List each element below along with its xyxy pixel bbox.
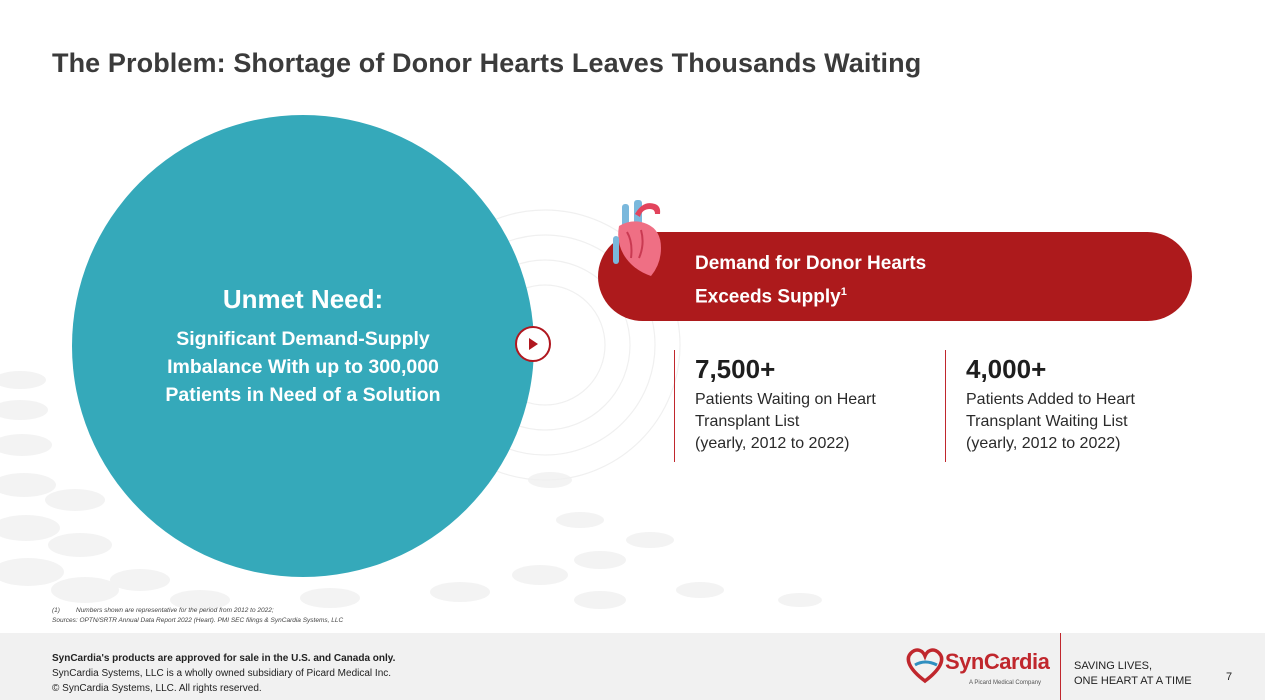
unmet-need-line-3: Patients in Need of a Solution [165,383,441,406]
syncardia-logo: SynCardia A Picard Medical Company [903,643,1053,693]
stat-waiting: 7,500+ Patients Waiting on Heart Transpl… [674,350,876,462]
unmet-need-heading: Unmet Need: [222,283,384,314]
approval-text: SynCardia's products are approved for sa… [52,653,396,664]
stat-waiting-line-3: (yearly, 2012 to 2022) [695,435,850,452]
logo-subtitle: A Picard Medical Company [969,680,1042,686]
demand-line-2: Exceeds Supply1 [695,278,1192,311]
unmet-need-line-2: Imbalance With up to 300,000 [167,355,439,378]
stat-waiting-line-2: Transplant List [695,413,800,430]
stat-added-line-1: Patients Added to Heart [966,391,1135,408]
demand-banner: Demand for Donor Hearts Exceeds Supply1 [598,232,1192,321]
stat-added-value: 4,000+ [966,354,1047,384]
page-number: 7 [1226,671,1233,683]
unmet-need-line-1: Significant Demand-Supply [176,327,430,350]
legal-text: SynCardia's products are approved for sa… [52,651,395,696]
stat-added-desc: Patients Added to Heart Transplant Waiti… [966,389,1135,455]
syncardia-logo-icon [906,648,944,684]
unmet-need-circle: Unmet Need: Significant Demand-Supply Im… [72,115,534,577]
demand-line-1: Demand for Donor Hearts [695,253,927,274]
footnote-ref: 1 [840,286,847,298]
stat-added-line-3: (yearly, 2012 to 2022) [966,435,1121,452]
play-arrow-button[interactable] [515,326,551,362]
stat-added: 4,000+ Patients Added to Heart Transplan… [945,350,1135,462]
play-arrow-icon [529,338,538,350]
tagline: SAVING LIVES, ONE HEART AT A TIME [1074,659,1192,689]
demand-line-2-text: Exceeds Supply [695,286,841,308]
copyright-text: © SynCardia Systems, LLC. All rights res… [52,683,262,694]
stat-waiting-desc: Patients Waiting on Heart Transplant Lis… [695,389,876,455]
stat-waiting-line-1: Patients Waiting on Heart [695,391,876,408]
logo-name: SynCardia [945,649,1050,674]
footer-divider [1060,633,1061,700]
footnote-sources: Sources: OPTN/SRTR Annual Data Report 20… [52,617,344,624]
tagline-line-2: ONE HEART AT A TIME [1074,675,1192,687]
footnotes: (1) Numbers shown are representative for … [52,606,343,626]
slide-title: The Problem: Shortage of Donor Hearts Le… [52,48,922,78]
footer: SynCardia's products are approved for sa… [0,633,1265,700]
footnote-marker: (1) [52,607,60,614]
heart-illustration-icon [613,200,661,276]
footnote-text: Numbers shown are representative for the… [76,607,274,614]
stat-added-line-2: Transplant Waiting List [966,413,1128,430]
tagline-line-1: SAVING LIVES, [1074,660,1153,672]
stat-waiting-value: 7,500+ [695,354,776,384]
subsidiary-text: SynCardia Systems, LLC is a wholly owned… [52,668,392,679]
